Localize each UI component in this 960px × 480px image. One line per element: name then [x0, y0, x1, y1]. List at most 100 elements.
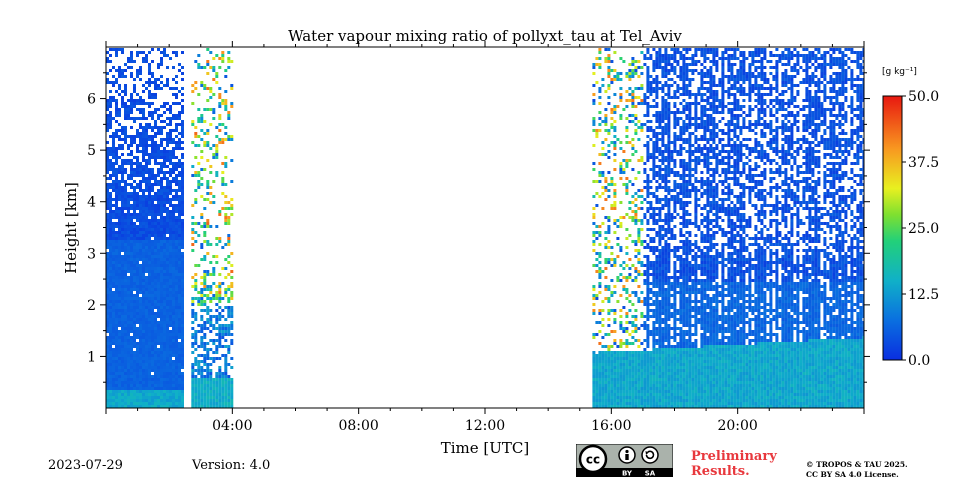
- heatmap-cell: [673, 174, 677, 177]
- heatmap-cell: [652, 156, 656, 159]
- heatmap-cell: [673, 396, 677, 399]
- heatmap-cell: [115, 348, 118, 351]
- heatmap-cell: [106, 366, 109, 369]
- heatmap-cell: [133, 252, 136, 255]
- heatmap-cell: [175, 345, 178, 348]
- heatmap-cell: [148, 405, 151, 408]
- heatmap-cell: [664, 402, 668, 405]
- heatmap-cell: [670, 78, 674, 81]
- heatmap-cell: [676, 360, 680, 363]
- heatmap-cell: [124, 183, 127, 186]
- heatmap-cell: [169, 180, 172, 183]
- heatmap-cell: [643, 63, 647, 66]
- heatmap-cell: [631, 102, 635, 105]
- heatmap-cell: [655, 222, 659, 225]
- heatmap-cell: [178, 114, 181, 117]
- heatmap-cell: [139, 66, 142, 69]
- heatmap-cell: [124, 327, 127, 330]
- heatmap-cell: [166, 279, 169, 282]
- heatmap-cell: [115, 366, 118, 369]
- heatmap-cell: [221, 336, 225, 339]
- heatmap-cell: [649, 138, 653, 141]
- heatmap-cell: [121, 264, 124, 267]
- heatmap-cell: [652, 132, 656, 135]
- heatmap-cell: [670, 405, 674, 408]
- heatmap-cell: [157, 261, 160, 264]
- heatmap-cell: [160, 309, 163, 312]
- heatmap-cell: [607, 345, 611, 348]
- heatmap-cell: [154, 108, 157, 111]
- heatmap-cell: [112, 222, 115, 225]
- heatmap-cell: [136, 69, 139, 72]
- heatmap-cell: [203, 327, 207, 330]
- heatmap-cell: [163, 366, 166, 369]
- heatmap-cell: [613, 309, 617, 312]
- heatmap-cell: [676, 312, 680, 315]
- heatmap-cell: [221, 60, 225, 63]
- heatmap-cell: [115, 201, 118, 204]
- heatmap-cell: [661, 402, 665, 405]
- heatmap-cell: [607, 189, 611, 192]
- heatmap-cell: [206, 348, 210, 351]
- heatmap-cell: [191, 120, 195, 123]
- heatmap-cell: [118, 357, 121, 360]
- heatmap-cell: [175, 162, 178, 165]
- heatmap-cell: [610, 378, 614, 381]
- heatmap-cell: [652, 273, 656, 276]
- heatmap-cell: [133, 384, 136, 387]
- heatmap-cell: [172, 93, 175, 96]
- heatmap-cell: [166, 237, 169, 240]
- heatmap-cell: [230, 309, 234, 312]
- heatmap-cell: [667, 237, 671, 240]
- heatmap-cell: [227, 237, 231, 240]
- heatmap-cell: [667, 282, 671, 285]
- heatmap-cell: [643, 213, 647, 216]
- heatmap-cell: [163, 261, 166, 264]
- heatmap-cell: [643, 321, 647, 324]
- heatmap-cell: [619, 294, 623, 297]
- heatmap-cell: [625, 165, 629, 168]
- heatmap-cell: [157, 147, 160, 150]
- heatmap-cell: [139, 318, 142, 321]
- heatmap-cell: [169, 141, 172, 144]
- heatmap-cell: [133, 162, 136, 165]
- heatmap-cell: [227, 66, 231, 69]
- heatmap-cell: [127, 354, 130, 357]
- heatmap-cell: [157, 132, 160, 135]
- heatmap-cell: [142, 360, 145, 363]
- heatmap-cell: [221, 180, 225, 183]
- heatmap-cell: [646, 72, 650, 75]
- heatmap-cell: [127, 207, 130, 210]
- heatmap-cell: [136, 393, 139, 396]
- heatmap-cell: [637, 366, 641, 369]
- heatmap-cell: [197, 180, 201, 183]
- heatmap-cell: [136, 165, 139, 168]
- heatmap-cell: [607, 69, 611, 72]
- heatmap-cell: [206, 366, 210, 369]
- heatmap-cell: [625, 228, 629, 231]
- heatmap-cell: [628, 294, 632, 297]
- heatmap-cell: [640, 381, 644, 384]
- heatmap-cell: [197, 186, 201, 189]
- heatmap-cell: [148, 303, 151, 306]
- heatmap-cell: [628, 399, 632, 402]
- heatmap-cell: [676, 255, 680, 258]
- heatmap-cell: [658, 213, 662, 216]
- heatmap-cell: [607, 396, 611, 399]
- heatmap-cell: [206, 222, 210, 225]
- heatmap-cell: [595, 270, 599, 273]
- heatmap-cell: [151, 189, 154, 192]
- heatmap-cell: [658, 330, 662, 333]
- heatmap-cell: [619, 171, 623, 174]
- heatmap-cell: [658, 231, 662, 234]
- heatmap-cell: [215, 303, 219, 306]
- heatmap-cell: [200, 366, 204, 369]
- heatmap-cell: [127, 246, 130, 249]
- heatmap-cell: [118, 369, 121, 372]
- heatmap-cell: [610, 81, 614, 84]
- heatmap-cell: [592, 402, 596, 405]
- heatmap-cell: [115, 270, 118, 273]
- heatmap-cell: [221, 315, 225, 318]
- heatmap-cell: [178, 213, 181, 216]
- heatmap-cell: [640, 315, 644, 318]
